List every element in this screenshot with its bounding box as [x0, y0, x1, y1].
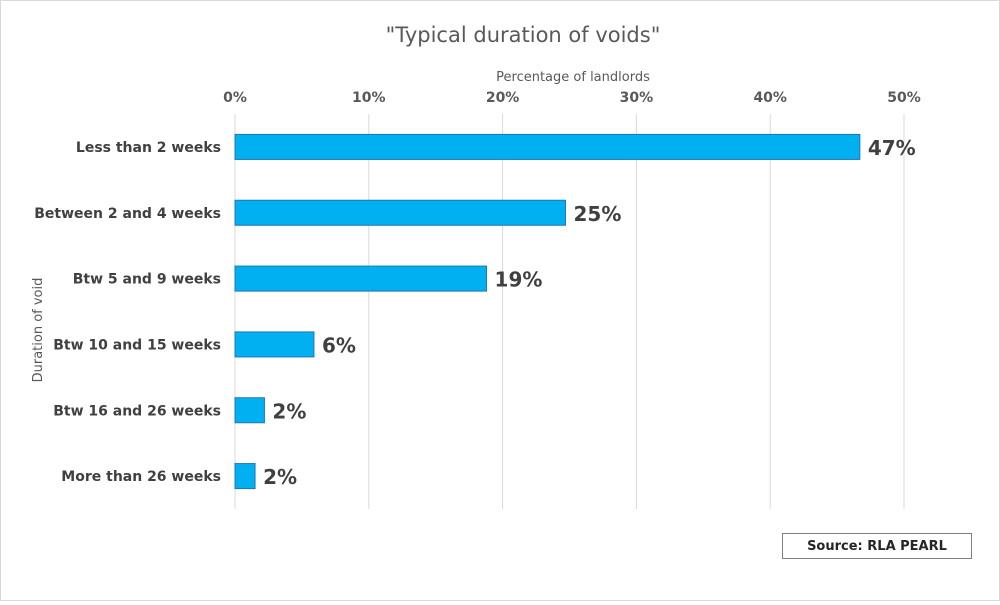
- x-tick-label: 40%: [753, 90, 787, 106]
- data-label: 2%: [263, 465, 297, 489]
- chart-title: "Typical duration of voids": [386, 23, 661, 47]
- bar: [234, 133, 861, 160]
- x-tick-label: 30%: [620, 90, 654, 106]
- bars: [234, 133, 861, 490]
- x-axis-title: Percentage of landlords: [496, 70, 650, 85]
- category-label: Btw 10 and 15 weeks: [53, 337, 221, 353]
- source-box: Source: RLA PEARL: [782, 533, 972, 559]
- category-label: Less than 2 weeks: [76, 140, 221, 156]
- data-label: 25%: [573, 202, 621, 226]
- x-tick-label: 50%: [887, 90, 921, 106]
- bar: [234, 463, 256, 490]
- x-tick-labels: 0% 10% 20% 30% 40% 50%: [223, 90, 921, 106]
- bar: [234, 265, 488, 292]
- bar: [234, 397, 265, 424]
- category-label: More than 26 weeks: [61, 469, 221, 485]
- bar: [234, 199, 566, 226]
- category-label: Btw 5 and 9 weeks: [73, 272, 221, 288]
- data-label: 2%: [272, 399, 306, 423]
- x-tick-label: 0%: [223, 90, 247, 106]
- bar: [234, 331, 315, 358]
- x-tick-label: 10%: [352, 90, 386, 106]
- category-label: Btw 16 and 26 weeks: [53, 403, 221, 419]
- data-label: 47%: [868, 136, 916, 160]
- data-labels: 47% 25% 19% 6% 2% 2%: [263, 136, 916, 489]
- category-labels: Less than 2 weeks Between 2 and 4 weeks Bt…: [34, 140, 221, 485]
- category-label: Between 2 and 4 weeks: [34, 206, 221, 222]
- data-label: 19%: [495, 268, 543, 292]
- y-axis-title: Duration of void: [31, 278, 46, 383]
- gridlines: [234, 114, 905, 509]
- x-tick-label: 20%: [486, 90, 520, 106]
- data-label: 6%: [322, 333, 356, 357]
